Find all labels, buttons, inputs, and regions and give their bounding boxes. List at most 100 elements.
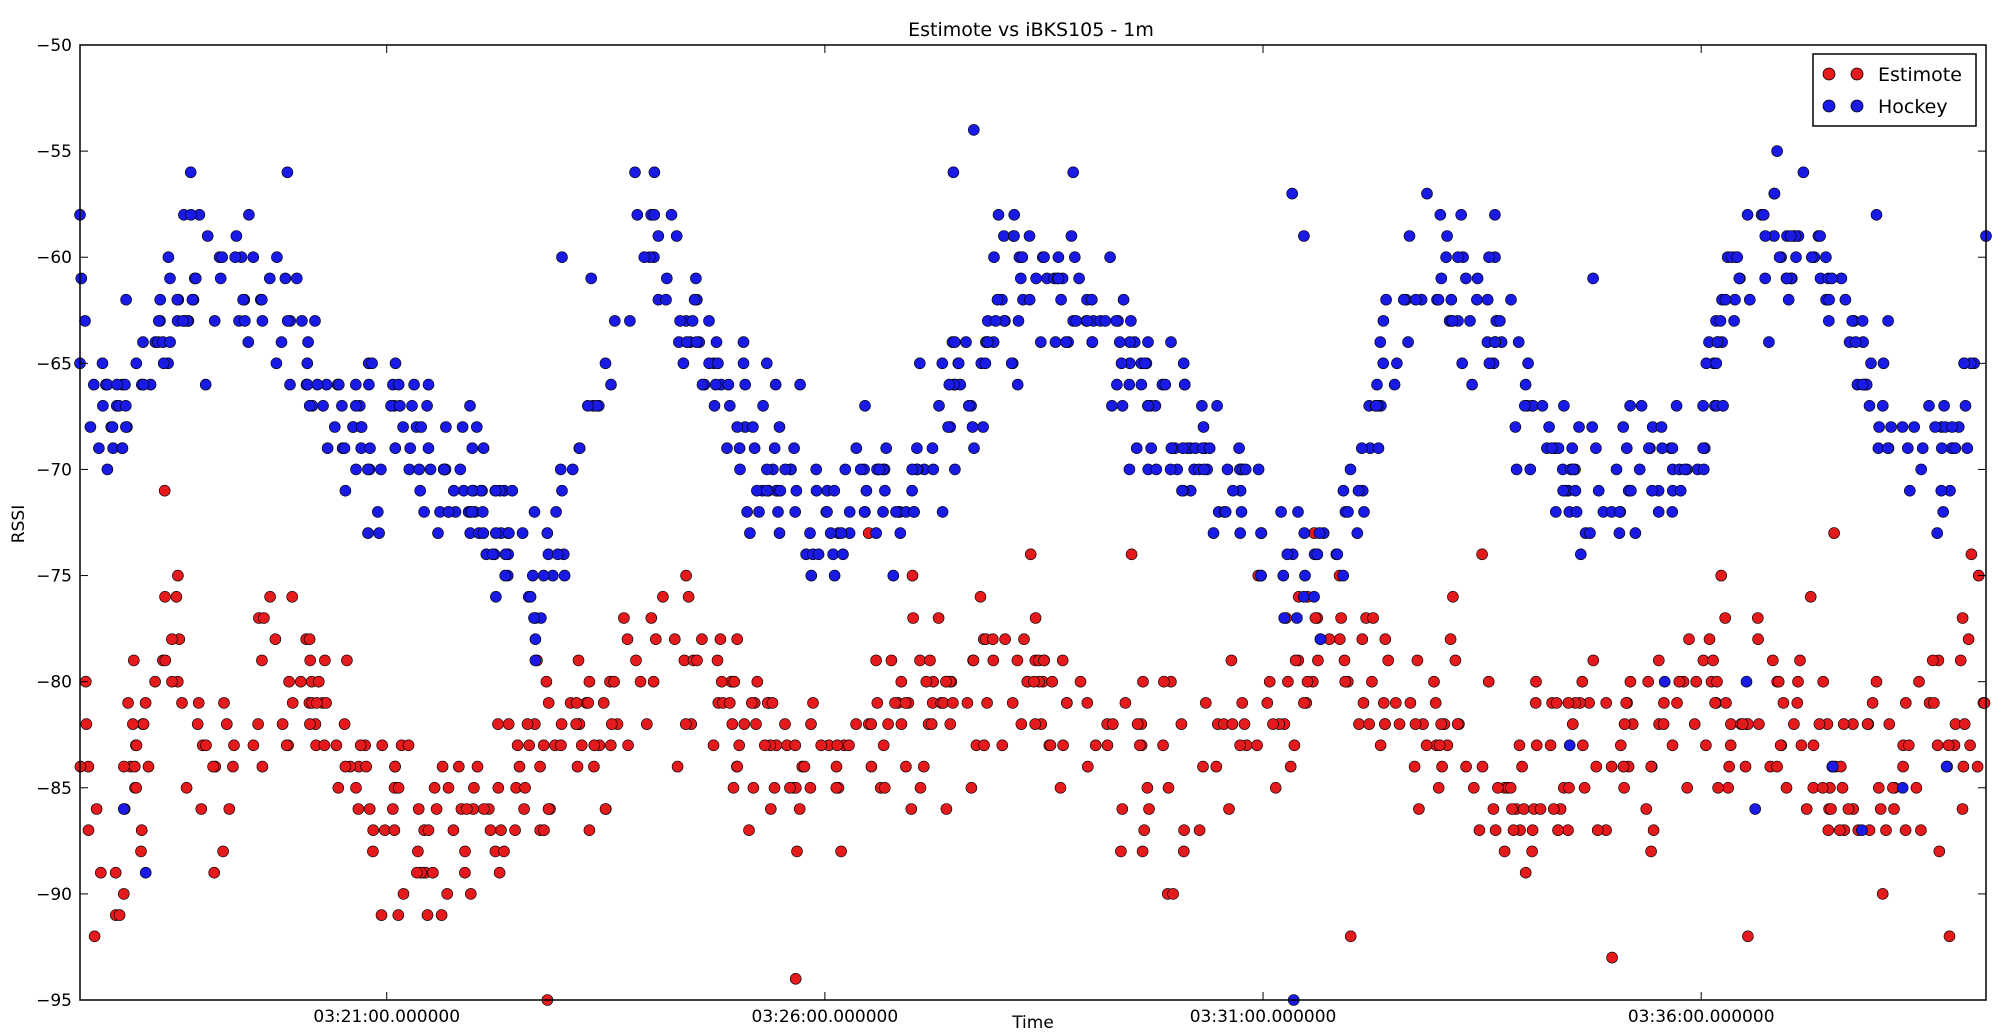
hockey-point — [1432, 293, 1445, 306]
estimote-point — [1688, 718, 1701, 730]
estimote-point — [967, 654, 980, 667]
hockey-point — [139, 866, 152, 879]
estimote-point — [605, 718, 618, 730]
hockey-point — [805, 569, 818, 582]
estimote-point — [1131, 718, 1144, 730]
hockey-point — [894, 527, 907, 539]
estimote-point — [1081, 697, 1094, 709]
hockey-point — [321, 442, 334, 455]
estimote-point — [914, 781, 927, 794]
estimote-point — [1200, 697, 1212, 709]
hockey-point — [660, 272, 673, 285]
hockey-point — [788, 442, 800, 455]
estimote-point — [906, 569, 919, 582]
hockey-point — [93, 442, 105, 455]
estimote-point — [1367, 612, 1379, 624]
hockey-point — [648, 166, 661, 179]
estimote-point — [895, 675, 908, 688]
estimote-point — [367, 824, 380, 837]
hockey-point — [177, 315, 189, 327]
estimote-point — [1606, 951, 1618, 964]
estimote-point — [1261, 697, 1274, 709]
estimote-point — [745, 697, 758, 709]
estimote-point — [127, 718, 139, 730]
estimote-point — [671, 760, 684, 773]
hockey-point — [363, 378, 375, 391]
hockey-point — [712, 357, 724, 370]
estimote-point — [350, 781, 362, 794]
hockey-point — [1344, 463, 1357, 476]
hockey-point — [499, 548, 512, 561]
estimote-point — [304, 654, 317, 667]
estimote-point — [1506, 803, 1518, 815]
hockey-point — [1139, 357, 1151, 370]
estimote-point — [789, 972, 802, 985]
hockey-point — [854, 463, 867, 476]
estimote-point — [599, 803, 612, 815]
estimote-point — [1507, 824, 1520, 837]
hockey-point — [1311, 548, 1324, 561]
hockey-point — [772, 506, 784, 518]
estimote-point — [318, 739, 331, 752]
hockey-point — [164, 336, 176, 348]
hockey-point — [810, 463, 823, 476]
estimote-point — [402, 739, 415, 752]
estimote-point — [1861, 718, 1874, 730]
hockey-point — [1646, 484, 1658, 497]
hockey-point — [438, 463, 450, 476]
hockey-point — [1566, 442, 1578, 455]
estimote-point — [1771, 760, 1783, 773]
estimote-point — [1903, 739, 1915, 752]
hockey-point — [652, 230, 665, 242]
estimote-point — [217, 845, 229, 858]
estimote-point — [766, 697, 779, 709]
estimote-point — [88, 930, 101, 943]
estimote-point — [1420, 739, 1433, 752]
estimote-point — [1178, 845, 1190, 858]
hockey-point — [1142, 399, 1154, 412]
estimote-point — [597, 697, 610, 709]
estimote-point — [1530, 739, 1543, 752]
estimote-point — [1356, 633, 1369, 646]
estimote-point — [294, 675, 307, 688]
estimote-point — [1715, 569, 1727, 582]
hockey-point — [1882, 442, 1894, 455]
estimote-point — [1335, 612, 1347, 624]
hockey-point — [75, 272, 88, 285]
estimote-point — [411, 866, 423, 879]
hockey-point — [120, 293, 132, 306]
estimote-point — [1074, 675, 1087, 688]
estimote-point — [835, 845, 847, 858]
estimote-point — [1038, 654, 1050, 667]
hockey-point — [422, 442, 435, 455]
hockey-point — [858, 506, 871, 518]
hockey-point — [977, 421, 989, 433]
hockey-point — [1782, 293, 1795, 306]
hockey-point — [230, 230, 243, 242]
estimote-point — [1562, 697, 1575, 709]
estimote-point — [1795, 739, 1808, 752]
estimote-point — [1428, 675, 1440, 688]
hockey-point — [516, 527, 529, 539]
estimote-point — [920, 675, 933, 688]
estimote-point — [1618, 718, 1631, 730]
hockey-point — [710, 336, 723, 348]
estimote-point — [130, 781, 142, 794]
estimote-point — [1752, 612, 1764, 624]
hockey-point — [1377, 357, 1389, 370]
hockey-point — [243, 209, 255, 221]
estimote-point — [758, 739, 771, 752]
estimote-point — [1534, 803, 1547, 815]
hockey-point — [1313, 527, 1326, 539]
estimote-point — [1082, 760, 1094, 773]
estimote-point — [1703, 633, 1716, 646]
estimote-point — [1432, 781, 1445, 794]
estimote-point — [538, 824, 550, 837]
hockey-point — [605, 378, 617, 391]
hockey-point — [1460, 272, 1472, 285]
hockey-point — [79, 315, 91, 327]
hockey-point — [1016, 251, 1029, 264]
estimote-point — [208, 866, 220, 879]
y-axis-label: RSSI — [9, 505, 29, 543]
estimote-point — [1792, 675, 1804, 688]
